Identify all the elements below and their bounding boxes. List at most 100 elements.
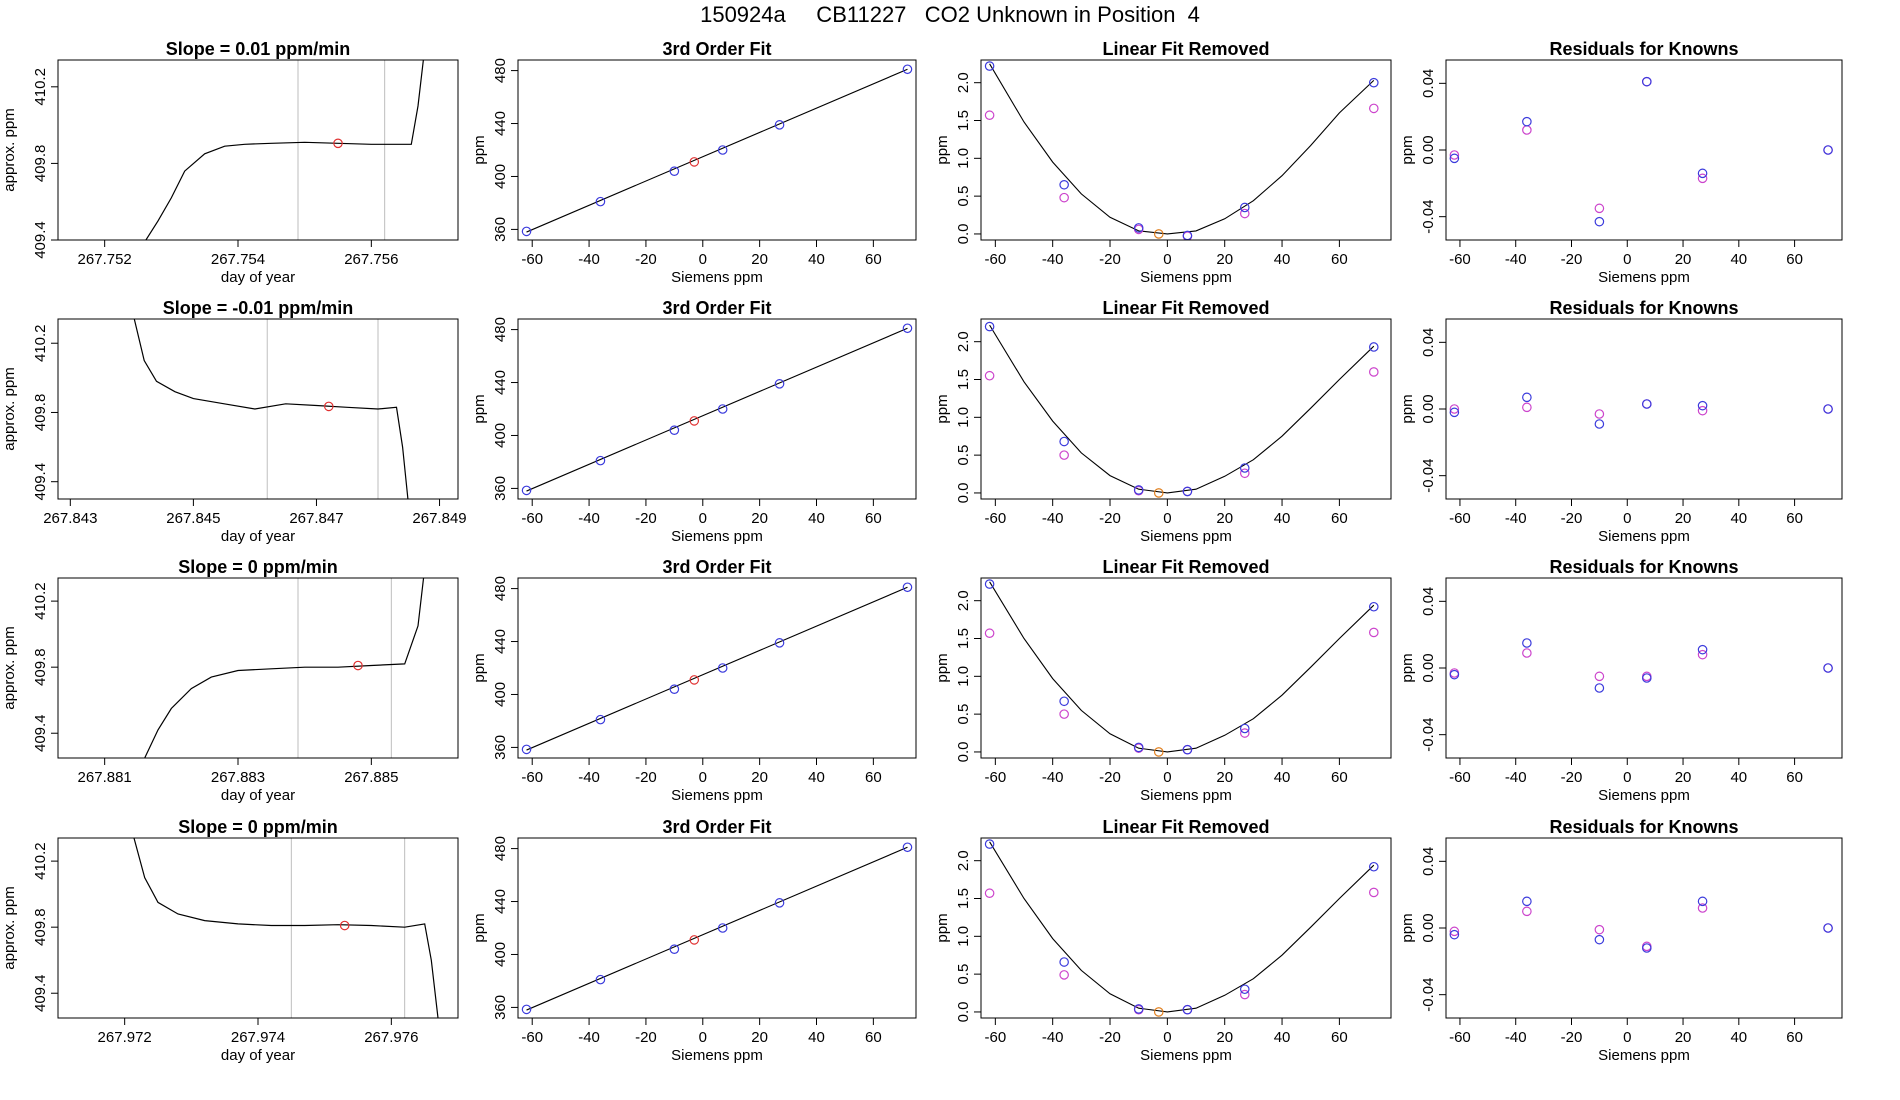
x-tick-label: 267.972	[98, 1029, 152, 1046]
chart-r1c2: 3rd Order Fit -60 -40 -20 0 20 40 60 Siemens ppm…	[471, 39, 917, 286]
x-axis-label: Siemens ppm	[1598, 1047, 1690, 1064]
y-tick-label: 1.0	[955, 407, 972, 428]
mean-point	[339, 920, 350, 931]
chart-title: Slope = 0.01 ppm/min	[166, 39, 351, 59]
chart-r2c3-plot-area	[984, 321, 1379, 498]
y-tick-label: 409.4	[32, 714, 49, 752]
x-tick-label: 0	[1623, 510, 1631, 527]
x-tick-label: 0	[1163, 1029, 1171, 1046]
chart-r4c4-plot-area	[1449, 896, 1833, 953]
known-point	[1641, 943, 1652, 953]
y-axis-label: approx. ppm	[1, 108, 18, 191]
known-point	[1182, 486, 1193, 497]
known-point-alt	[1059, 450, 1069, 460]
chart-title: Slope = -0.01 ppm/min	[163, 298, 354, 318]
x-tick-label: 40	[1730, 510, 1747, 527]
known-point	[717, 145, 728, 155]
unknown-point	[1153, 747, 1164, 757]
known-point-alt	[1368, 627, 1379, 638]
known-point-alt	[984, 628, 995, 639]
x-tick-label: 40	[808, 251, 825, 268]
plot-frame	[1445, 59, 1843, 241]
y-tick-label: 0.0	[955, 483, 972, 504]
x-tick-label: 20	[1216, 769, 1233, 786]
known-point	[1449, 153, 1460, 164]
known-point	[1594, 683, 1605, 693]
chart-r3c4: Residuals for Knowns -60 -40 -20 0 20 40 60 Siem…	[1399, 557, 1843, 804]
y-tick-label: 0.5	[955, 445, 972, 466]
x-axis-label: day of year	[221, 1047, 295, 1064]
y-tick-label: 400	[492, 682, 509, 707]
x-tick-label: 40	[1274, 251, 1291, 268]
y-tick-label: 2.0	[955, 72, 972, 93]
x-tick-label: -20	[635, 1029, 657, 1046]
x-tick-label: -20	[1561, 251, 1583, 268]
fit-curve	[989, 581, 1375, 753]
x-tick-label: 60	[1331, 1029, 1348, 1046]
known-point	[717, 404, 728, 414]
known-point	[1182, 1004, 1193, 1015]
x-tick-label: 267.845	[166, 510, 220, 527]
known-point-alt	[1594, 409, 1605, 419]
x-tick-label: 0	[1623, 1029, 1631, 1046]
known-point-alt	[1239, 468, 1250, 479]
x-axis-label: Siemens ppm	[1140, 528, 1232, 545]
known-point	[1239, 723, 1250, 734]
known-point-alt	[1522, 648, 1532, 658]
known-point-alt	[1059, 970, 1069, 980]
x-tick-label: 60	[1786, 510, 1803, 527]
known-point	[1449, 669, 1460, 680]
x-tick-label: 60	[1331, 251, 1348, 268]
x-tick-label: 20	[1675, 769, 1692, 786]
x-tick-label: -60	[1449, 251, 1471, 268]
y-tick-label: 1.5	[955, 888, 972, 909]
chart-r4c1: Slope = 0 ppm/min 267.972 267.974 267.976 da…	[1, 817, 459, 1064]
x-tick-label: -20	[1561, 1029, 1583, 1046]
known-point	[717, 663, 728, 673]
signal-trace	[145, 60, 424, 240]
y-tick-label: -0.04	[1420, 200, 1437, 234]
chart-title: Slope = 0 ppm/min	[178, 557, 338, 577]
x-tick-label: -60	[521, 769, 543, 786]
fit-line	[526, 846, 908, 1011]
plot-frame	[980, 318, 1392, 500]
x-axis-label: day of year	[221, 528, 295, 545]
chart-r4c3-plot-area	[984, 839, 1379, 1017]
chart-r4c4: Residuals for Knowns -60 -40 -20 0 20 40 60 Siem…	[1399, 817, 1843, 1064]
known-point	[669, 166, 680, 176]
fit-curve	[989, 841, 1375, 1013]
chart-title: Residuals for Knowns	[1549, 557, 1738, 577]
known-point-alt	[1522, 125, 1532, 135]
x-tick-label: -40	[578, 251, 600, 268]
chart-r1c3: Linear Fit Removed -60 -40 -20 0 20 40 60 Siemen…	[934, 39, 1392, 286]
known-point	[595, 196, 606, 207]
known-point	[1823, 663, 1833, 673]
x-tick-label: 60	[1786, 1029, 1803, 1046]
known-point	[717, 923, 728, 933]
known-point	[595, 974, 606, 985]
known-point-alt	[1368, 887, 1379, 898]
x-axis-label: Siemens ppm	[671, 269, 763, 286]
x-tick-label: -60	[984, 769, 1006, 786]
known-point	[595, 714, 606, 725]
y-tick-label: 2.0	[955, 850, 972, 871]
known-point	[1239, 463, 1250, 473]
known-point	[1641, 673, 1652, 683]
x-axis-label: Siemens ppm	[1598, 787, 1690, 804]
known-point-alt	[1368, 367, 1379, 377]
x-tick-label: 60	[1786, 251, 1803, 268]
y-tick-label: 0.0	[955, 224, 972, 245]
y-tick-label: 0.0	[955, 1002, 972, 1023]
known-point	[774, 638, 785, 648]
known-point	[1133, 1004, 1144, 1014]
chart-r1c3-plot-area	[984, 61, 1379, 240]
x-tick-label: -40	[1042, 1029, 1064, 1046]
plot-frame	[980, 577, 1392, 759]
x-tick-label: -60	[521, 251, 543, 268]
y-tick-label: -0.04	[1420, 459, 1437, 493]
x-tick-label: 267.843	[43, 510, 97, 527]
known-point	[1522, 896, 1532, 907]
x-tick-label: 20	[751, 251, 768, 268]
y-tick-label: 409.8	[32, 145, 49, 183]
known-point	[1059, 957, 1069, 967]
